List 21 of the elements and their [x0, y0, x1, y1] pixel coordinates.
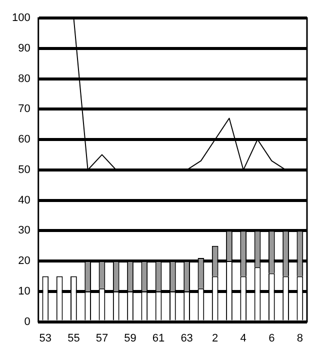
x-tick-label: 4: [240, 332, 246, 344]
x-tick-label: 57: [96, 332, 108, 344]
y-tick-label: 50: [18, 164, 30, 176]
x-tick-label: 59: [124, 332, 136, 344]
x-tick-label: 2: [212, 332, 218, 344]
y-tick-label: 90: [18, 42, 30, 54]
x-tick-label: 6: [268, 332, 275, 344]
x-tick-label: 55: [68, 332, 80, 344]
y-tick-label: 100: [12, 12, 30, 24]
x-tick-label: 61: [152, 332, 165, 344]
x-tick-label: 53: [39, 332, 52, 344]
y-tick-label: 30: [18, 224, 30, 237]
y-tick-label: 0: [24, 316, 30, 328]
x-tick-label: 8: [296, 332, 303, 344]
y-tick-label: 60: [18, 134, 30, 146]
y-tick-label: 10: [18, 285, 30, 298]
y-tick-label: 20: [18, 255, 30, 268]
y-tick-label: 70: [18, 103, 30, 116]
y-tick-label: 80: [18, 72, 30, 85]
x-tick-label: 63: [180, 332, 193, 344]
y-tick-label: 40: [18, 194, 30, 206]
